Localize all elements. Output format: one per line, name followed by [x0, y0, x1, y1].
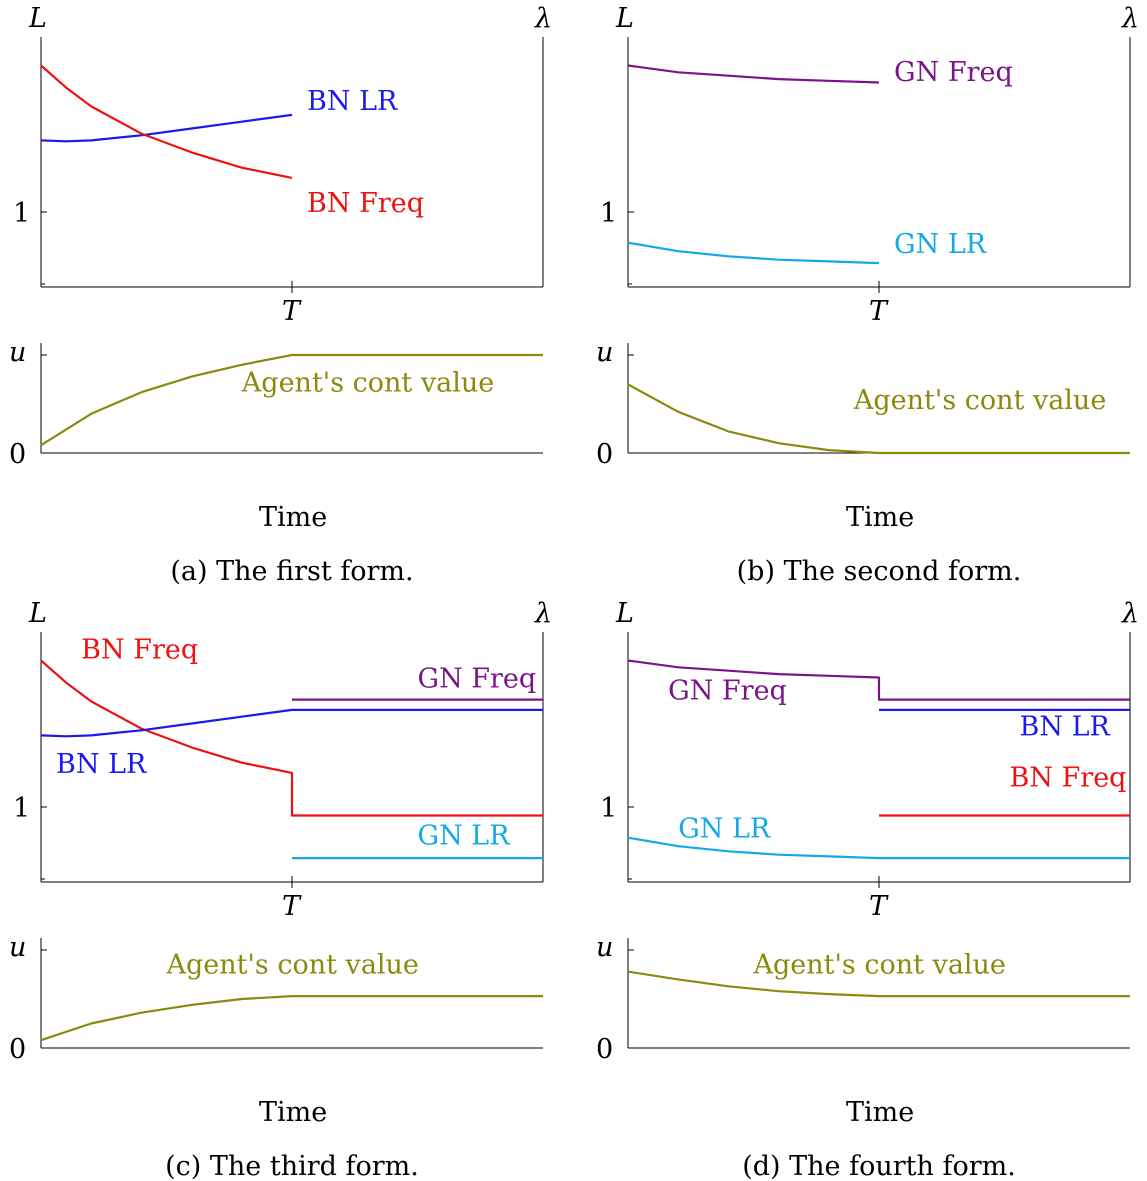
agent-value-line	[40, 353, 543, 447]
time-label: Time	[259, 1097, 327, 1128]
panel-caption: (b) The second form.	[737, 556, 1022, 587]
right-axis-label: λ	[1121, 3, 1139, 34]
series-label-2: GN Freq	[418, 664, 537, 695]
y-tick-label: 1	[600, 793, 617, 824]
agent-value-label: Agent's cont value	[166, 950, 419, 981]
series-label-0: BN Freq	[81, 635, 198, 666]
u-zero-label: 0	[9, 439, 26, 470]
series-label-1: BN Freq	[307, 188, 424, 219]
y-tick-label: 1	[13, 198, 30, 229]
agent-value-label: Agent's cont value	[241, 367, 494, 398]
y-tick-label: 1	[600, 198, 617, 229]
series-label-0: BN LR	[307, 86, 398, 117]
series-label-3: GN LR	[418, 821, 511, 852]
u-axis-label: u	[596, 932, 613, 963]
panel-caption: (d) The fourth form.	[742, 1151, 1016, 1181]
agent-value-label: Agent's cont value	[753, 950, 1006, 981]
right-axis-label: λ	[1121, 598, 1139, 629]
right-axis-label: λ	[534, 598, 552, 629]
panel-caption: (c) The third form.	[165, 1151, 419, 1181]
u-axis-label: u	[9, 337, 26, 368]
series-label-1: GN LR	[894, 229, 987, 260]
agent-value-line	[627, 383, 1130, 455]
series-label-1: BN LR	[1020, 711, 1111, 742]
u-axis-label: u	[9, 932, 26, 963]
left-axis-label: L	[28, 3, 47, 34]
series-label-1: BN LR	[56, 749, 147, 780]
time-label: Time	[846, 502, 914, 533]
u-axis-label: u	[596, 337, 613, 368]
u-zero-label: 0	[596, 439, 613, 470]
series-label-0: GN Freq	[668, 676, 787, 707]
left-axis-label: L	[615, 598, 634, 629]
agent-value-line	[627, 970, 1130, 998]
series-line-0	[627, 64, 880, 84]
series-label-2: BN Freq	[1010, 763, 1127, 794]
left-axis-label: L	[28, 598, 47, 629]
agent-value-line	[40, 995, 543, 1042]
series-label-3: GN LR	[678, 814, 771, 845]
time-label: Time	[846, 1097, 914, 1128]
series-line-0	[627, 659, 1130, 701]
series-line-1	[627, 241, 880, 265]
series-label-0: GN Freq	[894, 57, 1013, 88]
series-line-1	[40, 708, 543, 738]
series-line-3	[627, 836, 1130, 860]
x-tick-label: T	[282, 296, 302, 327]
left-axis-label: L	[615, 3, 634, 34]
x-tick-label: T	[282, 891, 302, 922]
right-axis-label: λ	[534, 3, 552, 34]
panel-caption: (a) The first form.	[170, 556, 413, 587]
series-line-0	[40, 659, 543, 817]
y-tick-label: 1	[13, 793, 30, 824]
series-line-0	[40, 113, 293, 143]
u-zero-label: 0	[596, 1034, 613, 1065]
series-line-1	[40, 64, 293, 179]
x-tick-label: T	[869, 296, 889, 327]
time-label: Time	[259, 502, 327, 533]
x-tick-label: T	[869, 891, 889, 922]
u-zero-label: 0	[9, 1034, 26, 1065]
agent-value-label: Agent's cont value	[853, 385, 1106, 416]
